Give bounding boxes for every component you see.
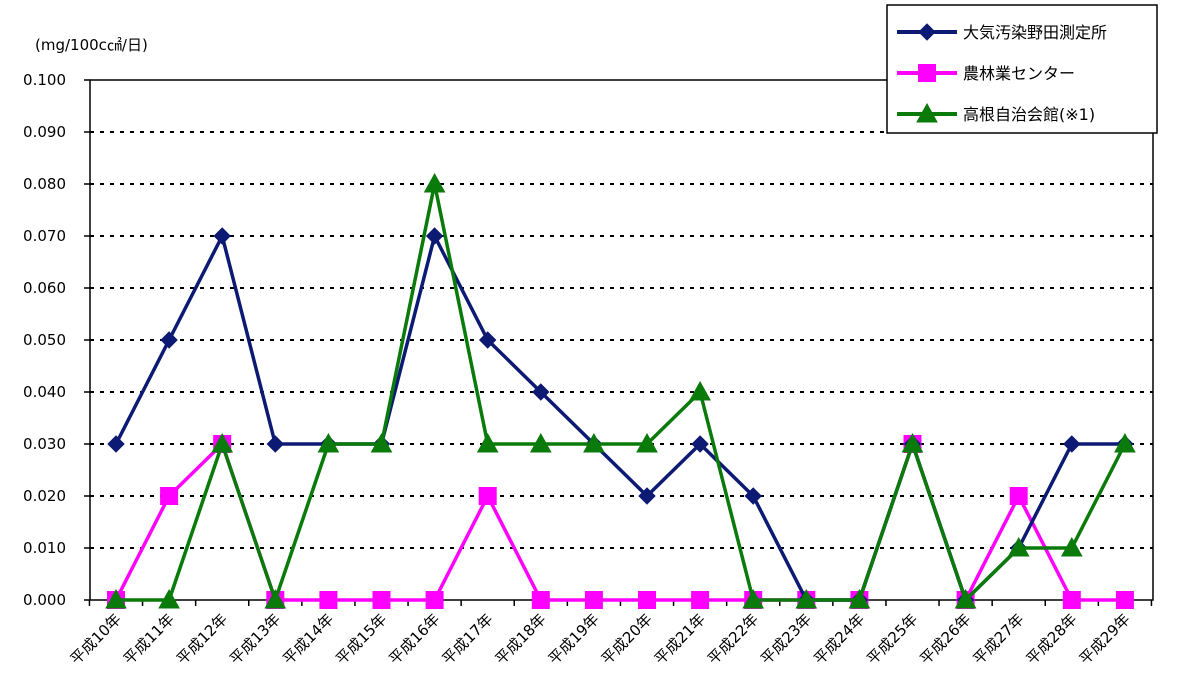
x-axis-tick-labels: 平成10年平成11年平成12年平成13年平成14年平成15年平成16年平成17年…	[67, 600, 1153, 668]
diamond-marker	[532, 383, 550, 401]
square-marker	[691, 591, 710, 609]
triangle-marker	[158, 588, 180, 609]
diamond-marker	[691, 435, 709, 453]
x-tick-label: 平成25年	[863, 610, 921, 668]
legend-label: 大気汚染野田測定所	[963, 23, 1107, 42]
triangle-marker	[476, 432, 499, 453]
triangle-marker	[1060, 536, 1083, 557]
triangle-marker	[636, 432, 658, 453]
triangle-marker	[264, 588, 287, 609]
x-tick-label: 平成27年	[969, 610, 1027, 668]
y-tick-label: 0.050	[23, 331, 66, 349]
x-tick-label: 平成26年	[916, 610, 974, 668]
square-marker	[319, 591, 338, 609]
triangle-marker	[742, 588, 765, 609]
triangle-marker	[423, 172, 446, 193]
triangle-marker	[954, 588, 977, 609]
triangle-marker	[795, 588, 818, 609]
y-axis-unit-label: (mg/100c㎠/日)	[35, 36, 148, 54]
y-tick-label: 0.020	[23, 487, 66, 505]
x-tick-label: 平成18年	[492, 610, 550, 668]
triangle-marker	[211, 432, 234, 453]
x-tick-label: 平成12年	[173, 610, 231, 668]
legend-item: 大気汚染野田測定所	[897, 23, 1107, 42]
square-marker	[478, 487, 497, 505]
series-1	[107, 227, 1134, 609]
square-marker	[531, 591, 550, 609]
square-marker	[918, 64, 936, 82]
y-tick-label: 0.010	[23, 539, 66, 557]
x-tick-label: 平成11年	[120, 610, 178, 668]
x-tick-label: 平成24年	[810, 610, 868, 668]
diamond-marker	[107, 435, 125, 453]
triangle-marker	[1114, 432, 1136, 453]
y-tick-label: 0.040	[23, 383, 66, 401]
x-tick-label: 平成17年	[438, 610, 496, 668]
triangle-marker	[583, 432, 605, 453]
square-marker	[1062, 591, 1081, 609]
diamond-marker	[918, 23, 936, 41]
square-marker	[638, 591, 656, 609]
x-tick-label: 平成19年	[545, 610, 603, 668]
y-tick-label: 0.090	[23, 123, 66, 141]
triangle-marker	[105, 588, 127, 609]
x-tick-label: 平成21年	[651, 610, 709, 668]
series-line	[116, 182, 1127, 602]
triangle-marker	[916, 102, 938, 123]
x-tick-label: 平成22年	[704, 610, 762, 668]
triangle-marker	[370, 432, 393, 453]
diamond-marker	[638, 487, 656, 505]
y-axis-tick-labels: 0.000 0.010 0.020 0.030 0.040 0.050 0.060 0.070…	[23, 71, 90, 609]
y-tick-label: 0.030	[23, 435, 66, 453]
square-marker	[1009, 487, 1028, 505]
y-tick-label: 0.000	[23, 591, 66, 609]
diamond-marker	[425, 227, 444, 245]
y-tick-label: 0.060	[23, 279, 66, 297]
diamond-marker	[1063, 435, 1081, 453]
triangle-marker	[1007, 536, 1030, 557]
series-line	[114, 234, 1125, 602]
diamond-marker	[213, 227, 231, 245]
square-marker	[425, 591, 444, 609]
x-tick-label: 平成15年	[332, 610, 390, 668]
x-tick-label: 平成29年	[1076, 610, 1134, 668]
square-marker	[1115, 591, 1134, 609]
legend-label: 農林業センター	[963, 64, 1075, 83]
square-marker	[160, 487, 179, 505]
legend-label: 高根自治会館(※1)	[963, 105, 1095, 124]
diamond-marker	[478, 331, 497, 349]
series-2	[107, 435, 1134, 609]
x-tick-label: 平成23年	[757, 610, 815, 668]
x-tick-label: 平成28年	[1023, 610, 1081, 668]
triangle-marker	[317, 432, 340, 453]
x-tick-label: 平成16年	[385, 610, 443, 668]
legend-item: 農林業センター	[897, 64, 1075, 83]
triangle-marker	[848, 588, 871, 609]
diamond-marker	[744, 487, 762, 505]
x-tick-label: 平成14年	[279, 610, 337, 668]
triangle-marker	[529, 432, 552, 453]
x-tick-label: 平成10年	[67, 610, 125, 668]
x-tick-label: 平成13年	[226, 610, 284, 668]
triangle-marker	[689, 380, 711, 401]
triangle-marker	[901, 432, 924, 453]
diamond-marker	[266, 435, 285, 453]
x-tick-label: 平成20年	[598, 610, 656, 668]
square-marker	[372, 591, 391, 609]
series-layer	[105, 172, 1136, 609]
series-3	[105, 172, 1136, 609]
y-tick-label: 0.100	[23, 71, 66, 89]
square-marker	[584, 591, 603, 609]
y-tick-label: 0.080	[23, 175, 66, 193]
legend-item: 高根自治会館(※1)	[897, 102, 1095, 124]
y-tick-label: 0.070	[23, 227, 66, 245]
diamond-marker	[160, 331, 178, 349]
